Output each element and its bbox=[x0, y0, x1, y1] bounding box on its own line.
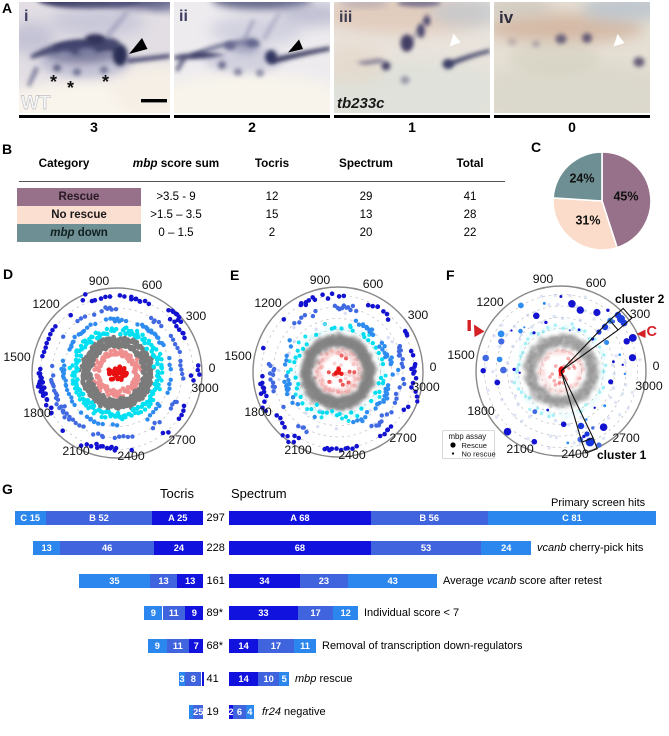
svg-text:0: 0 bbox=[430, 360, 437, 374]
svg-text:2400: 2400 bbox=[338, 448, 366, 462]
svg-text:2700: 2700 bbox=[389, 431, 417, 445]
svg-text:1500: 1500 bbox=[447, 348, 475, 362]
svg-text:cluster 2: cluster 2 bbox=[615, 292, 665, 306]
svg-text:1500: 1500 bbox=[3, 350, 31, 364]
svg-text:300: 300 bbox=[408, 308, 429, 322]
svg-text:cluster 1: cluster 1 bbox=[597, 448, 647, 462]
svg-text:1800: 1800 bbox=[23, 406, 51, 420]
svg-text:2100: 2100 bbox=[62, 444, 90, 458]
svg-text:1200: 1200 bbox=[254, 296, 282, 310]
svg-text:0: 0 bbox=[653, 359, 660, 373]
svg-text:31%: 31% bbox=[575, 214, 600, 228]
svg-text:900: 900 bbox=[310, 273, 331, 287]
svg-text:45%: 45% bbox=[613, 190, 638, 204]
svg-text:2400: 2400 bbox=[561, 447, 589, 461]
svg-text:3000: 3000 bbox=[412, 380, 440, 394]
svg-text:i: i bbox=[24, 8, 28, 25]
svg-text:2700: 2700 bbox=[168, 433, 196, 447]
svg-text:tb233c: tb233c bbox=[337, 95, 385, 112]
svg-text:iii: iii bbox=[339, 9, 352, 26]
svg-text:2400: 2400 bbox=[117, 449, 145, 463]
svg-text:300: 300 bbox=[186, 309, 207, 323]
svg-text:2100: 2100 bbox=[506, 442, 534, 456]
svg-text:No rescue: No rescue bbox=[462, 449, 496, 458]
svg-text:1800: 1800 bbox=[244, 405, 272, 419]
svg-text:1800: 1800 bbox=[467, 404, 495, 418]
svg-text:WT: WT bbox=[21, 93, 51, 113]
svg-text:Rescue: Rescue bbox=[462, 441, 487, 450]
svg-text:900: 900 bbox=[89, 274, 110, 288]
svg-text:3000: 3000 bbox=[635, 379, 663, 393]
svg-text:C: C bbox=[647, 324, 658, 340]
svg-text:24%: 24% bbox=[569, 172, 594, 186]
svg-text:*: * bbox=[50, 72, 57, 92]
svg-text:600: 600 bbox=[363, 277, 384, 291]
svg-text:600: 600 bbox=[586, 276, 607, 290]
svg-text:1500: 1500 bbox=[224, 349, 252, 363]
svg-text:*: * bbox=[67, 78, 74, 98]
svg-text:1200: 1200 bbox=[32, 297, 60, 311]
svg-text:0: 0 bbox=[209, 361, 216, 375]
svg-text:600: 600 bbox=[142, 278, 163, 292]
svg-text:2100: 2100 bbox=[284, 443, 312, 457]
svg-text:*: * bbox=[102, 72, 109, 92]
svg-text:2700: 2700 bbox=[612, 431, 640, 445]
svg-text:ii: ii bbox=[179, 8, 188, 25]
svg-text:iv: iv bbox=[499, 8, 514, 27]
svg-text:1200: 1200 bbox=[476, 295, 504, 309]
svg-text:3000: 3000 bbox=[191, 381, 219, 395]
svg-text:mbp assay: mbp assay bbox=[449, 432, 487, 441]
svg-text:900: 900 bbox=[533, 272, 554, 286]
svg-text:300: 300 bbox=[630, 307, 651, 321]
